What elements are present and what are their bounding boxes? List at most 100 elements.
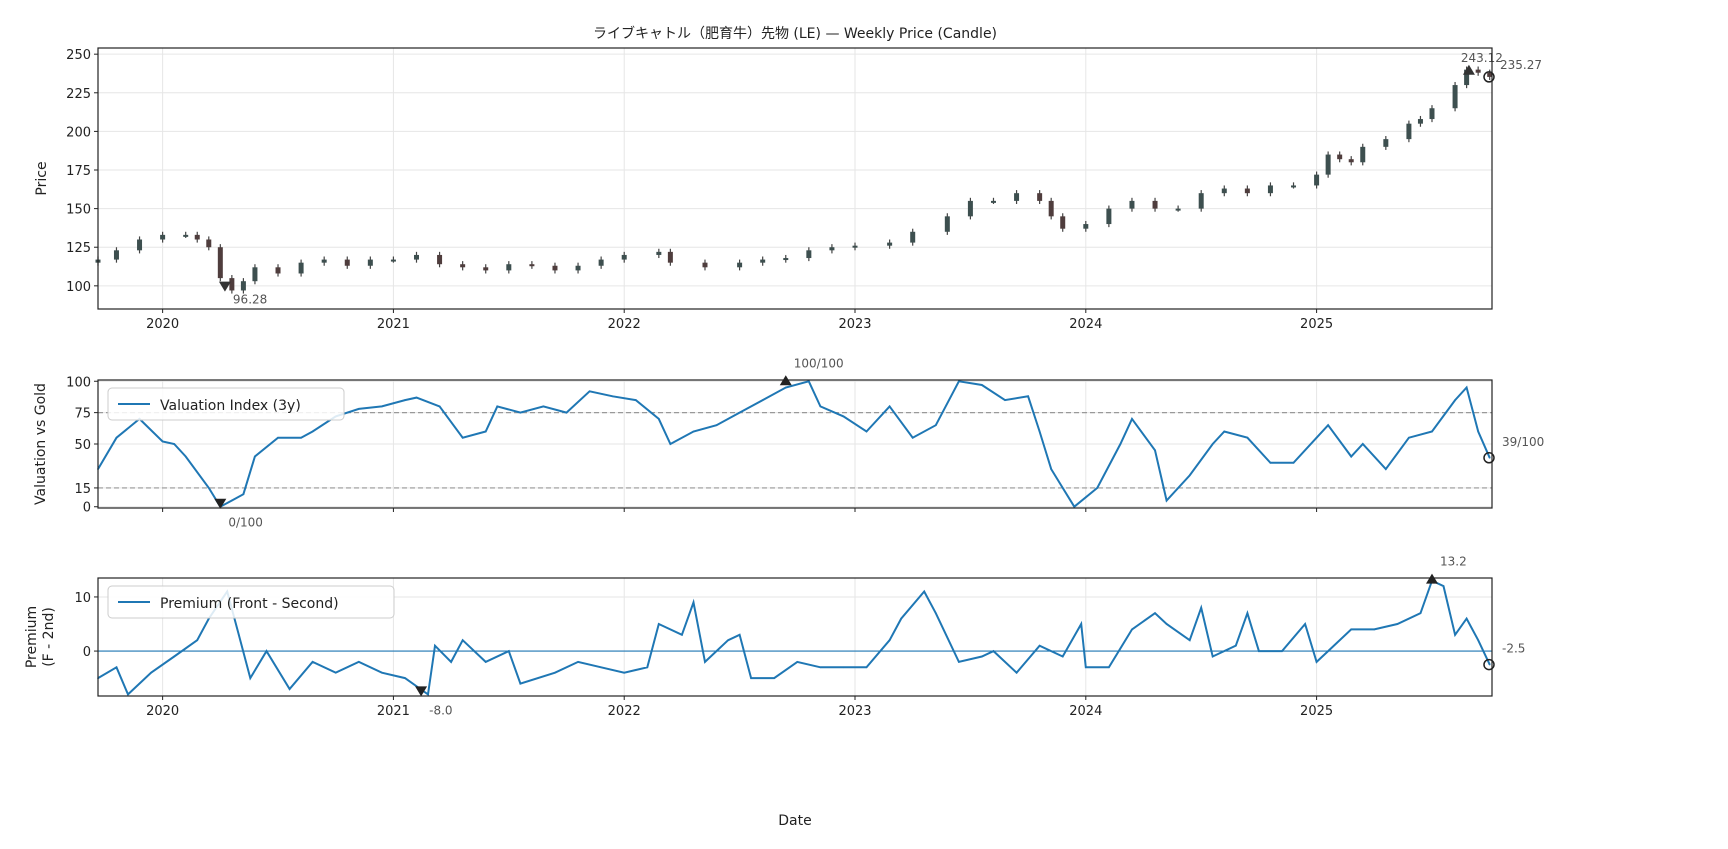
data-point xyxy=(496,405,499,408)
candle-body xyxy=(240,281,246,291)
data-point xyxy=(692,601,695,604)
legend-label: Valuation Index (3y) xyxy=(160,398,301,414)
y-tick-label: 0 xyxy=(83,645,91,660)
data-point xyxy=(738,634,741,636)
candle-body xyxy=(437,254,443,265)
max-label: 243.12 xyxy=(1461,51,1503,65)
candle-body xyxy=(1198,193,1204,209)
data-point xyxy=(265,650,268,652)
candle-body xyxy=(390,259,396,262)
axes-frame xyxy=(97,379,1493,509)
last-value-marker xyxy=(1483,658,1495,671)
data-point xyxy=(1188,639,1191,642)
candle-body xyxy=(413,254,419,260)
y-tick-label: 225 xyxy=(66,87,91,102)
data-point xyxy=(1165,499,1168,502)
y-tick-label: 100 xyxy=(66,375,91,390)
legend-box xyxy=(107,387,345,421)
candle-body xyxy=(1406,123,1412,140)
data-point xyxy=(1038,430,1041,433)
data-point xyxy=(1442,585,1445,587)
data-point xyxy=(484,430,487,433)
candle-body xyxy=(206,239,212,248)
candle-body xyxy=(598,259,604,266)
data-point xyxy=(554,671,556,674)
data-point xyxy=(334,671,337,674)
candle-body xyxy=(702,262,708,268)
candle-body xyxy=(529,264,535,267)
data-point xyxy=(1038,644,1041,647)
x-tick-label: 2025 xyxy=(1300,317,1333,332)
y-tick-label: 125 xyxy=(66,241,91,256)
data-point xyxy=(738,411,741,414)
data-point xyxy=(1454,634,1456,636)
valuation-panel: 0 15 50 75 100 Valuation vs Gold 0/100 100/100 3… xyxy=(33,356,1544,529)
y-axis-label: Valuation vs Gold xyxy=(33,383,49,505)
premium-panel: 2020 2021 2022 2023 2024 2025 0 10 Premium (F - 2… xyxy=(24,555,1525,719)
candle-body xyxy=(944,216,950,232)
data-point xyxy=(207,487,210,489)
candle-body xyxy=(667,251,673,263)
y-tick-label: 150 xyxy=(66,203,91,218)
max-label: 100/100 xyxy=(794,356,844,370)
data-point xyxy=(1246,612,1249,614)
data-point xyxy=(1061,487,1064,489)
candle-body xyxy=(760,259,766,263)
legend: Valuation Index (3y) xyxy=(107,387,345,421)
candle-body xyxy=(1014,193,1020,201)
chart-title: ライブキャトル（肥育牛）先物 (LE) — Weekly Price (Cand… xyxy=(593,25,997,42)
data-point xyxy=(173,655,175,658)
candle-body xyxy=(1464,69,1470,86)
axes-frame xyxy=(97,47,1493,310)
data-point xyxy=(1327,650,1329,652)
data-point xyxy=(1350,455,1353,458)
data-point xyxy=(750,677,752,679)
data-point xyxy=(565,411,568,414)
data-point xyxy=(1258,650,1260,652)
data-point xyxy=(115,436,118,439)
candle-body xyxy=(1083,224,1089,229)
data-point xyxy=(1073,505,1076,508)
data-point xyxy=(577,661,579,663)
data-point xyxy=(381,671,383,674)
data-point xyxy=(461,639,464,642)
data-point xyxy=(600,666,602,669)
data-point xyxy=(311,661,314,663)
data-point xyxy=(1477,430,1479,433)
data-point xyxy=(981,655,983,658)
candle-body xyxy=(1314,174,1320,186)
x-tick-label: 2020 xyxy=(146,704,179,719)
candle-body xyxy=(1129,200,1135,209)
data-point xyxy=(404,677,406,679)
candle-body xyxy=(1360,146,1366,163)
max-marker xyxy=(1425,573,1438,584)
candle-body xyxy=(321,259,327,263)
data-point xyxy=(1431,430,1433,433)
y-tick-label: 75 xyxy=(74,407,91,422)
data-point xyxy=(1131,418,1133,420)
data-point xyxy=(1304,623,1306,625)
x-tick-label: 2021 xyxy=(377,704,410,719)
data-point xyxy=(115,666,118,669)
min-label: 0/100 xyxy=(228,516,263,530)
data-point xyxy=(704,661,706,663)
last-value-label: -2.5 xyxy=(1502,642,1525,656)
data-point xyxy=(1327,424,1329,426)
data-point xyxy=(888,639,891,642)
data-point xyxy=(1246,436,1249,439)
candle-body xyxy=(160,234,166,240)
candle-body xyxy=(990,200,996,203)
data-point xyxy=(623,671,626,674)
data-point xyxy=(1315,436,1318,439)
min-label: 96.28 xyxy=(233,293,267,307)
data-point xyxy=(1154,612,1156,614)
data-point xyxy=(196,639,199,642)
data-point xyxy=(357,661,360,663)
data-point xyxy=(519,411,522,414)
data-point xyxy=(1281,650,1283,652)
candle-body xyxy=(344,259,350,266)
data-point xyxy=(231,499,233,502)
candle-body xyxy=(1337,154,1343,160)
data-point xyxy=(819,666,822,669)
